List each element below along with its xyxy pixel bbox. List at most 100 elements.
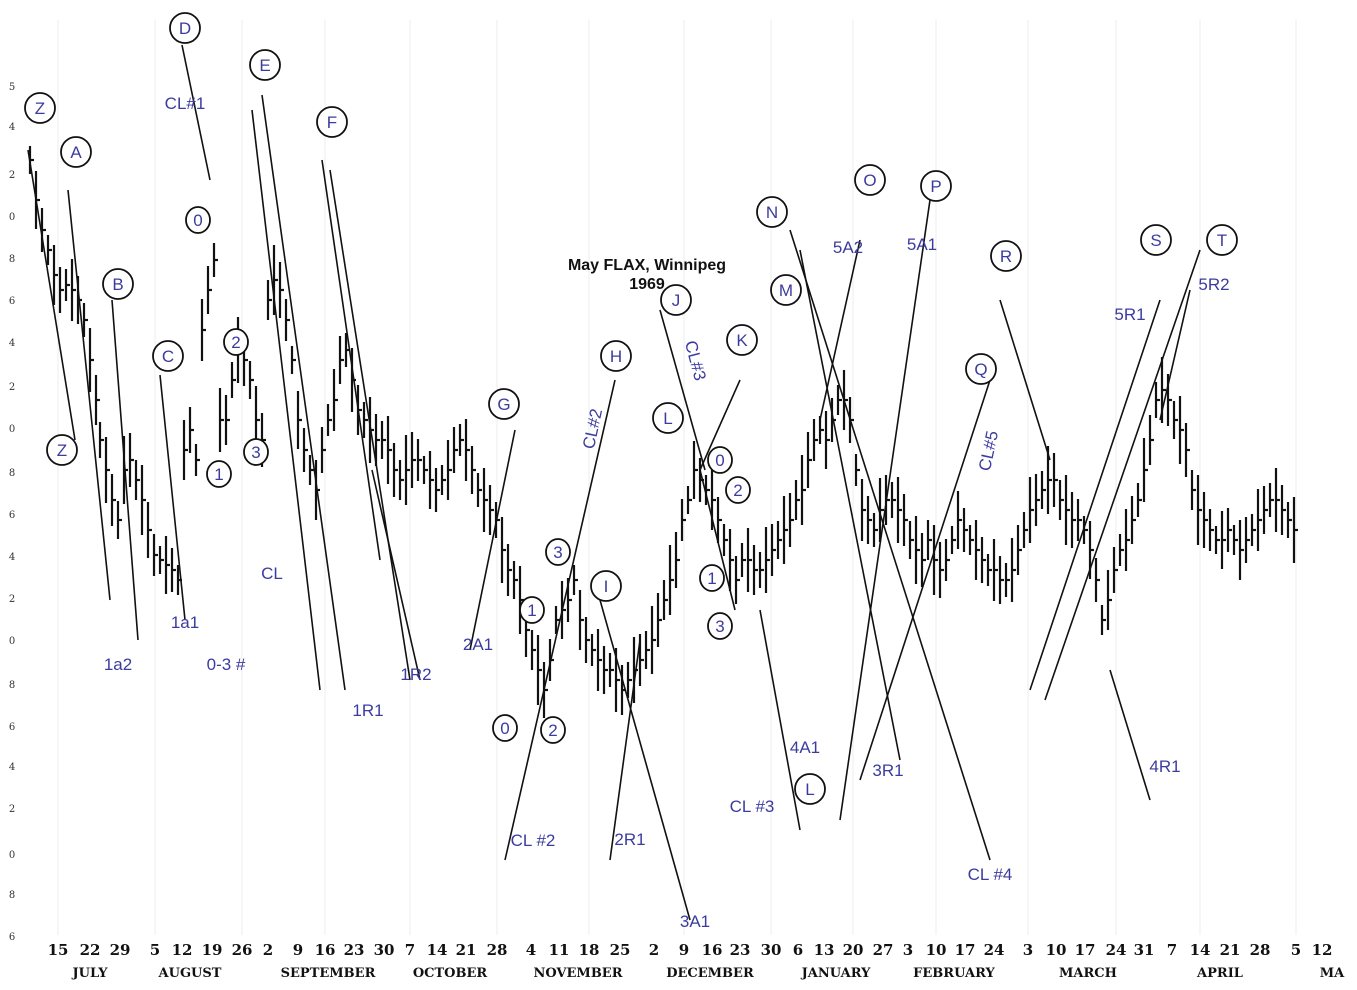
- annotation-bubble: [316, 106, 348, 138]
- annotation-letter: L: [663, 409, 672, 428]
- trend-line: [609, 639, 641, 861]
- x-tick-label: 23: [344, 941, 365, 959]
- x-tick-label: 14: [1190, 941, 1211, 959]
- annotation-bubble: [492, 714, 518, 742]
- annotation-number: 1: [527, 601, 536, 620]
- annotation-label: 5R2: [1198, 275, 1229, 294]
- x-tick-label: 24: [1106, 941, 1127, 959]
- annotation-bubble: [185, 206, 211, 234]
- x-tick-label: 7: [1167, 941, 1177, 959]
- trend-line: [699, 469, 736, 611]
- annotation-number: 0: [500, 719, 509, 738]
- trend-line: [1044, 249, 1201, 701]
- x-tick-label: 13: [814, 941, 835, 959]
- annotation-bubble: [699, 564, 725, 592]
- annotation-bubble: [965, 353, 997, 385]
- annotation-label: CL#1: [165, 94, 206, 113]
- annotation-letter: Q: [974, 360, 987, 379]
- trend-lines: [27, 44, 1201, 921]
- x-tick-label: 17: [955, 941, 976, 959]
- x-tick-label: 28: [1250, 941, 1271, 959]
- annotation-label: 1R1: [352, 701, 383, 720]
- annotation-bubble: [770, 274, 802, 306]
- x-tick-label: 19: [202, 941, 223, 959]
- trend-line: [759, 609, 801, 831]
- annotation-bubble: [794, 773, 826, 805]
- x-tick-label: 9: [679, 941, 689, 959]
- annotation-bubble: [46, 434, 78, 466]
- x-tick-label: 14: [427, 941, 448, 959]
- annotation-letter: A: [70, 143, 82, 162]
- trend-line: [67, 189, 111, 601]
- annotation-bubble: [600, 340, 632, 372]
- annotation-label: 1a2: [104, 655, 132, 674]
- x-tick-label: 5: [1291, 941, 1301, 959]
- annotation-bubble: [756, 196, 788, 228]
- annotation-bubble: [707, 612, 733, 640]
- trend-line: [504, 379, 616, 861]
- annotation-number: 3: [553, 543, 562, 562]
- y-tick-label: 2: [9, 382, 15, 393]
- annotation-bubble: [223, 328, 249, 356]
- y-tick-label: 6: [9, 510, 15, 521]
- x-tick-label: 16: [315, 941, 336, 959]
- annotation-letter: D: [179, 19, 191, 38]
- y-axis: 5 4 2 0 8 6 4 2 0 8 6 4 2 0 8 6 4 2 0 8 6: [9, 82, 15, 943]
- x-tick-label: 20: [843, 941, 864, 959]
- y-tick-label: 8: [9, 890, 15, 901]
- annotation-letter: S: [1150, 231, 1161, 250]
- trend-line: [111, 299, 139, 641]
- annotation-bubble: [102, 268, 134, 300]
- y-tick-label: 2: [9, 594, 15, 605]
- annotation-bubble: [243, 438, 269, 466]
- annotation-number: 3: [251, 443, 260, 462]
- x-tick-label: 28: [487, 941, 508, 959]
- y-tick-label: 4: [9, 122, 15, 133]
- annotation-number: 2: [548, 721, 557, 740]
- trend-line: [27, 149, 76, 441]
- annotation-bubble: [545, 538, 571, 566]
- x-tick-label: 21: [456, 941, 477, 959]
- y-tick-label: 4: [9, 552, 15, 563]
- y-tick-label: 8: [9, 254, 15, 265]
- annotation-letter: T: [1217, 231, 1227, 250]
- annotation-label: 1R2: [400, 665, 431, 684]
- trend-line: [261, 94, 346, 691]
- annotation-bubble: [60, 136, 92, 168]
- annotation-letter: I: [604, 577, 609, 596]
- month-label: JULY: [71, 966, 108, 981]
- y-tick-label: 6: [9, 932, 15, 943]
- x-tick-label: 3: [903, 941, 913, 959]
- trend-line: [1109, 669, 1151, 801]
- month-label: JANUARY: [801, 966, 872, 981]
- annotation-number: 0: [193, 211, 202, 230]
- annotation-letter: N: [766, 203, 778, 222]
- annotation-label: 4A1: [790, 738, 820, 757]
- annotation-number: 2: [733, 481, 742, 500]
- y-tick-label: 8: [9, 680, 15, 691]
- trend-line: [859, 379, 991, 781]
- month-label: OCTOBER: [413, 966, 488, 981]
- month-labels: JULY AUGUST SEPTEMBER OCTOBER NOVEMBER DECEMB…: [71, 966, 1345, 981]
- x-tick-label: 6: [793, 941, 803, 959]
- annotation-label: 5A1: [907, 235, 937, 254]
- annotation-letter: G: [497, 395, 510, 414]
- chart-subtitle: 1969: [629, 276, 665, 293]
- x-tick-label: 22: [80, 941, 101, 959]
- trend-line: [659, 309, 706, 471]
- annotation-bubble: [206, 460, 232, 488]
- annotation-bubble: [249, 49, 281, 81]
- x-tick-label: 11: [549, 941, 570, 959]
- y-tick-label: 2: [9, 804, 15, 815]
- annotation-bubble: [660, 284, 692, 316]
- annotation-letter: P: [930, 177, 941, 196]
- annotation-number: 1: [214, 465, 223, 484]
- annotation-bubble: [1140, 224, 1172, 256]
- annotation-bubble: [725, 476, 751, 504]
- month-label: MARCH: [1059, 966, 1117, 981]
- x-tick-label: 12: [1312, 941, 1333, 959]
- y-tick-label: 5: [9, 82, 15, 93]
- grid: [57, 20, 1297, 935]
- annotation-letter: J: [672, 291, 681, 310]
- trend-line: [371, 469, 421, 681]
